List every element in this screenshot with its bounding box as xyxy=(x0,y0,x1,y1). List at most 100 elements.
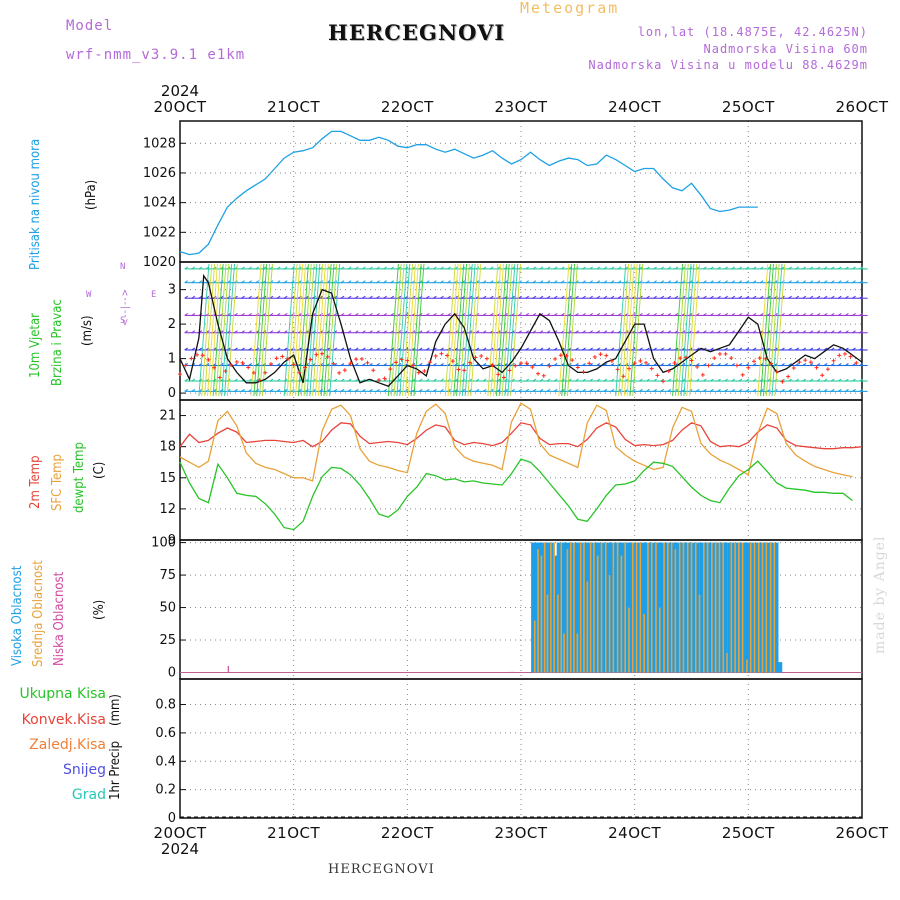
mid-cloud-bar xyxy=(698,594,701,673)
wind-barb xyxy=(340,295,345,299)
compass-n-label: N xyxy=(120,262,126,272)
wind-barb xyxy=(354,363,359,366)
wind-barb xyxy=(425,280,430,284)
wind-barb xyxy=(596,363,601,366)
high-cloud-bar xyxy=(691,542,697,673)
wind-barb xyxy=(532,280,537,284)
ytick-label: 0.8 xyxy=(155,698,176,713)
wind-barb xyxy=(852,347,856,351)
wind-barb xyxy=(653,266,657,270)
wind-barb xyxy=(276,330,281,334)
ytick-label: 1026 xyxy=(143,166,176,181)
wind-barb xyxy=(184,295,189,299)
wind-barb xyxy=(347,266,352,270)
x-tick-label-top: 26OCT xyxy=(835,98,888,116)
wind-barb xyxy=(425,295,430,299)
wind-barb xyxy=(781,363,785,366)
wind-barb xyxy=(376,388,380,392)
wind-barb xyxy=(347,378,352,382)
wind-gust-hatch xyxy=(259,263,271,397)
wind-barb xyxy=(816,378,821,382)
wind-barb xyxy=(518,295,522,299)
wind-barb xyxy=(703,266,707,270)
mid-cloud-bar xyxy=(563,633,565,673)
wind-barb xyxy=(809,378,814,382)
ytick-label: 0 xyxy=(168,811,176,826)
panel-pressure-grid: 1020 1022 1024 1026 1028 xyxy=(143,121,862,270)
wind-barb xyxy=(248,295,252,299)
wind-barb xyxy=(568,388,572,392)
mid-cloud-bar xyxy=(726,653,728,673)
wind-barb xyxy=(759,313,764,316)
high-cloud-bar xyxy=(593,542,599,673)
wind-barb xyxy=(241,266,245,270)
wind-barb xyxy=(362,313,366,316)
wind-barb xyxy=(575,330,579,334)
wind-barb xyxy=(489,266,494,270)
wind-barb xyxy=(838,347,842,351)
ytick-label: 21 xyxy=(159,409,176,424)
high-cloud-bar xyxy=(730,542,736,673)
wind-barb xyxy=(646,347,650,351)
ytick-label: 12 xyxy=(159,502,176,517)
x-tick-label-top: 25OCT xyxy=(722,98,775,116)
wind-barb xyxy=(859,363,863,366)
wind-barb xyxy=(859,266,863,270)
wind-barb xyxy=(603,295,608,299)
mid-cloud-bar xyxy=(650,542,653,673)
wind-barb xyxy=(830,280,835,284)
wind-barb xyxy=(617,280,622,284)
wind-barb xyxy=(475,378,480,382)
high-cloud-bar xyxy=(579,542,585,673)
wind-barb xyxy=(745,363,750,366)
wind-barb xyxy=(852,280,856,284)
wind-barb xyxy=(745,378,750,382)
wind-barb xyxy=(660,280,665,284)
wind-barb xyxy=(425,378,430,382)
panel-cloud_cover-grid: 0 25 50 75 100 xyxy=(151,536,862,681)
high-cloud-bar xyxy=(715,542,720,673)
wind-barb xyxy=(546,295,551,299)
wind-barb xyxy=(795,266,799,270)
wind-barb xyxy=(795,280,799,284)
wind-gust-hatch xyxy=(212,263,224,397)
elevation-text: Nadmorska Visina 60m xyxy=(703,42,868,56)
mid-cloud-bar xyxy=(553,542,555,673)
wind-barb xyxy=(830,347,835,351)
wind-barb xyxy=(433,280,437,284)
mid-cloud-bar xyxy=(566,549,569,673)
wind-barb xyxy=(717,295,721,299)
wind-barb xyxy=(667,280,672,284)
wind-barb xyxy=(795,378,799,382)
mid-cloud-bar xyxy=(620,555,623,673)
wind-barb xyxy=(347,388,352,392)
mid-cloud-bar xyxy=(579,542,582,673)
wind-barb xyxy=(333,378,338,382)
wind-barb xyxy=(795,363,799,366)
wind-gust-hatch xyxy=(221,263,233,397)
wind-barb xyxy=(525,280,530,284)
wind-gust-hatch xyxy=(218,263,230,397)
wind-barb xyxy=(575,378,579,382)
wind-barb xyxy=(859,378,863,382)
wind-barb xyxy=(518,388,522,392)
wind-barb xyxy=(660,347,665,351)
high-cloud-bar xyxy=(651,542,657,673)
mid-cloud-bar xyxy=(682,542,685,673)
wind-barb xyxy=(667,378,672,382)
wind-barb xyxy=(539,347,544,351)
wind-barb xyxy=(362,363,366,366)
wind-barb xyxy=(589,266,593,270)
wind-gust-hatch xyxy=(306,263,318,397)
wind-barb xyxy=(269,378,274,382)
wind-barb xyxy=(546,363,551,366)
wind-barb xyxy=(710,378,714,382)
legend-total-rain: Ukupna Kisa xyxy=(19,686,106,702)
high-cloud-bar xyxy=(621,542,626,673)
wind-barb xyxy=(489,280,494,284)
wind-barb xyxy=(802,378,807,382)
wind-barb xyxy=(788,266,792,270)
wind-barb xyxy=(248,266,252,270)
high-cloud-bar xyxy=(552,555,558,673)
wind-gust-hatch xyxy=(561,263,573,397)
